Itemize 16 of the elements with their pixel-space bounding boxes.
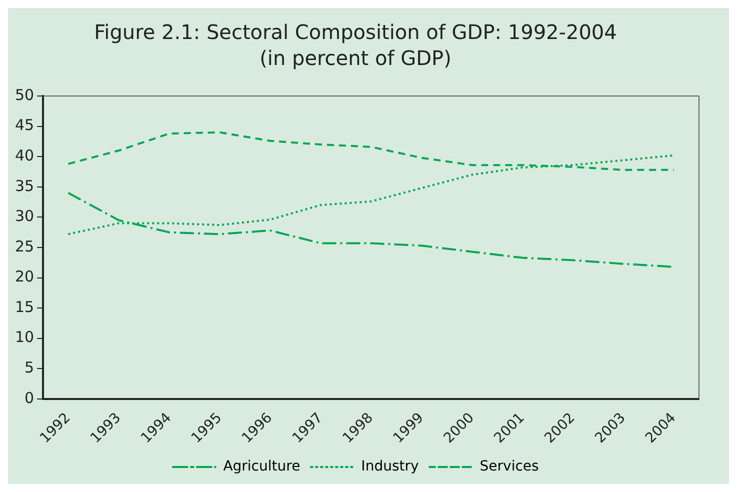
legend-label: Industry [361, 458, 419, 475]
y-tick-label: 45 [14, 116, 34, 134]
legend-label: Agriculture [223, 458, 300, 475]
y-tick-label: 10 [14, 328, 34, 346]
chart-subtitle: (in percent of GDP) [260, 46, 452, 70]
y-tick-label: 5 [24, 358, 34, 377]
legend-label: Services [480, 458, 539, 475]
y-tick-label: 30 [14, 207, 34, 226]
y-tick-label: 20 [14, 268, 34, 286]
y-tick-label: 15 [14, 298, 34, 316]
y-tick-label: 0 [24, 388, 34, 407]
chart-title: Figure 2.1: Sectoral Composition of GDP: 1992-2004 [94, 20, 617, 44]
y-tick-label: 40 [14, 146, 34, 164]
y-tick-label: 35 [14, 176, 34, 195]
y-tick-label: 25 [14, 237, 34, 256]
y-tick-label: 50 [14, 86, 34, 104]
